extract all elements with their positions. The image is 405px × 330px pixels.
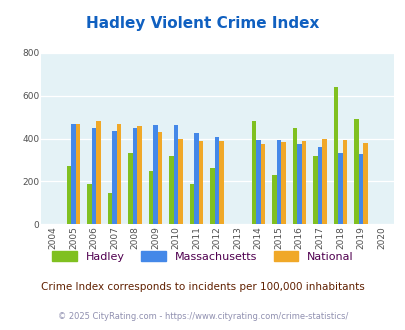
Bar — [92, 128, 96, 224]
Text: Hadley Violent Crime Index: Hadley Violent Crime Index — [86, 16, 319, 31]
Bar — [251, 121, 256, 224]
Bar — [358, 154, 362, 224]
Bar — [169, 156, 173, 224]
Bar — [158, 132, 162, 224]
Bar — [190, 183, 194, 224]
Bar — [292, 128, 296, 224]
Bar — [107, 193, 112, 224]
Bar — [153, 125, 158, 224]
Text: Crime Index corresponds to incidents per 100,000 inhabitants: Crime Index corresponds to incidents per… — [41, 282, 364, 292]
Legend: Hadley, Massachusetts, National: Hadley, Massachusetts, National — [48, 247, 357, 266]
Text: © 2025 CityRating.com - https://www.cityrating.com/crime-statistics/: © 2025 CityRating.com - https://www.city… — [58, 312, 347, 321]
Bar — [342, 140, 346, 224]
Bar — [117, 123, 121, 224]
Bar — [178, 139, 183, 224]
Bar — [271, 175, 276, 224]
Bar — [321, 139, 326, 224]
Bar — [75, 123, 80, 224]
Bar — [219, 141, 224, 224]
Bar — [149, 171, 153, 224]
Bar — [66, 166, 71, 224]
Bar — [296, 144, 301, 224]
Bar — [198, 141, 203, 224]
Bar — [353, 119, 358, 224]
Bar — [214, 137, 219, 224]
Bar — [362, 143, 367, 224]
Bar — [132, 128, 137, 224]
Bar — [112, 131, 117, 224]
Bar — [173, 125, 178, 224]
Bar — [87, 183, 92, 224]
Bar — [256, 140, 260, 224]
Bar — [194, 133, 198, 224]
Bar — [210, 168, 214, 224]
Bar — [317, 147, 321, 224]
Bar — [71, 124, 75, 224]
Bar — [280, 142, 285, 224]
Bar — [260, 144, 264, 224]
Bar — [96, 121, 100, 224]
Bar — [333, 87, 337, 224]
Bar — [276, 140, 280, 224]
Bar — [312, 156, 317, 224]
Bar — [128, 152, 132, 224]
Bar — [337, 152, 342, 224]
Bar — [301, 141, 305, 224]
Bar — [137, 126, 141, 224]
